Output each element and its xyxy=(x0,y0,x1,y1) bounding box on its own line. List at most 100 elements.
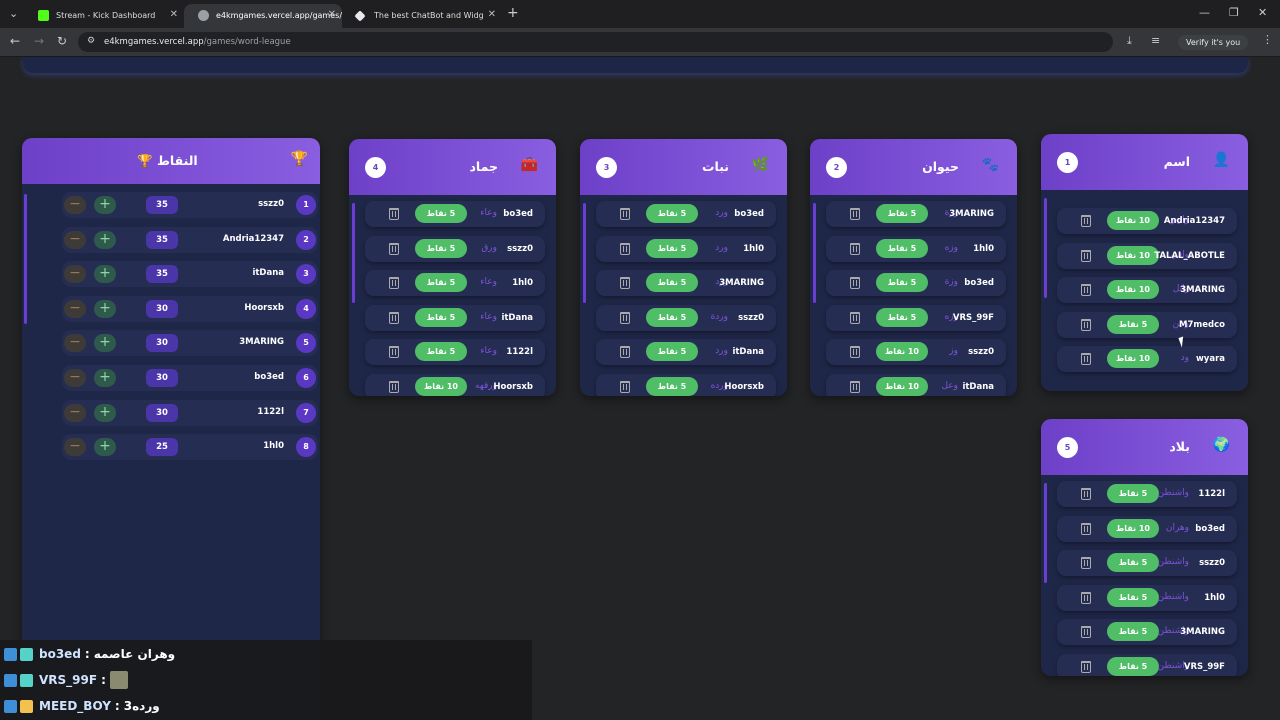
points-pill: 5 نقاط xyxy=(1107,553,1159,573)
trash-icon[interactable] xyxy=(389,242,399,255)
increase-button[interactable]: + xyxy=(94,265,116,284)
menu-icon[interactable]: ⋮ xyxy=(1262,33,1273,46)
close-window-icon[interactable]: ✕ xyxy=(1258,6,1268,19)
trash-icon[interactable] xyxy=(1081,488,1091,500)
rank-badge: 5 xyxy=(296,333,316,354)
trash-icon[interactable] xyxy=(850,208,860,220)
word-row: 5 نقاط وزه VRS_99F xyxy=(826,304,1006,331)
trash-icon[interactable] xyxy=(620,277,630,290)
points-pill: 5 نقاط xyxy=(415,238,467,258)
trash-icon[interactable] xyxy=(850,311,860,324)
scrollbar[interactable] xyxy=(352,203,355,303)
trash-icon[interactable] xyxy=(389,311,399,324)
trash-icon[interactable] xyxy=(389,208,399,220)
points-pill: 5 نقاط xyxy=(876,238,928,258)
scrollbar[interactable] xyxy=(24,194,27,324)
extensions-icon[interactable]: ≡ xyxy=(1151,34,1161,47)
tab-word-league[interactable]: e4kmgames.vercel.app/games/... ✕ xyxy=(184,4,342,28)
scoreboard-panel: النقاط 🏆 🏆 − +35 sszz0 1− +35 Andria12347 2− +3… xyxy=(22,138,320,720)
trash-icon[interactable] xyxy=(1081,353,1091,366)
trash-icon[interactable] xyxy=(850,277,860,290)
trash-icon[interactable] xyxy=(1081,249,1091,262)
points-pill: 5 نقاط xyxy=(876,273,928,293)
decrease-button[interactable]: − xyxy=(64,230,86,249)
word-row: 5 نقاط وعاء itDana xyxy=(365,304,545,331)
trash-icon[interactable] xyxy=(850,346,860,359)
tab-chatbot[interactable]: The best ChatBot and Widg ✕ xyxy=(342,4,502,28)
category-word-list[interactable]: 5 نقاط وزة 3MARING 5 نقاط وزه 1hl0 5 نقاط وزة bo… xyxy=(810,197,1017,396)
submitted-word: واشنطن xyxy=(1157,557,1189,568)
increase-button[interactable]: + xyxy=(94,438,116,457)
category-word-list[interactable]: 10 نقاط وارين Andria12347 10 نقاط وافي TALAL_… xyxy=(1041,192,1248,391)
decrease-button[interactable]: − xyxy=(64,334,86,353)
site-info-icon[interactable]: ⚙ xyxy=(87,36,96,46)
close-tab-icon[interactable]: ✕ xyxy=(487,9,496,20)
trash-icon[interactable] xyxy=(1081,215,1091,227)
player-name: Hoorsxb xyxy=(244,302,284,313)
tab-title: Stream - Kick Dashboard xyxy=(56,11,156,20)
trash-icon[interactable] xyxy=(389,277,399,290)
word-row: 5 نقاط واشنطن 1122l xyxy=(1057,481,1237,507)
category-word-list[interactable]: 5 نقاط ورد bo3ed 5 نقاط ورد 1hl0 5 نقاط ورد 3MAR… xyxy=(580,197,787,396)
trash-icon[interactable] xyxy=(620,346,630,359)
trash-icon[interactable] xyxy=(1081,318,1091,331)
new-tab-icon[interactable]: + xyxy=(507,5,519,21)
trash-icon[interactable] xyxy=(620,311,630,324)
increase-button[interactable]: + xyxy=(94,334,116,353)
category-word-list[interactable]: 5 نقاط وعاء bo3ed 5 نقاط ورق sszz0 5 نقاط وعاء 1… xyxy=(349,197,556,396)
trash-icon[interactable] xyxy=(1081,661,1091,673)
category-word-list[interactable]: 5 نقاط واشنطن 1122l 10 نقاط وهران bo3ed 5 نقاط… xyxy=(1041,477,1248,676)
tab-kick-dashboard[interactable]: Stream - Kick Dashboard ✕ xyxy=(24,4,184,28)
trash-icon[interactable] xyxy=(620,381,630,393)
word-row: 10 نقاط ورقهه Hoorsxb xyxy=(365,374,545,396)
decrease-button[interactable]: − xyxy=(64,299,86,318)
address-bar[interactable]: ⚙ e4kmgames.vercel.app/games/word-league xyxy=(78,32,1113,52)
decrease-button[interactable]: − xyxy=(64,196,86,214)
restore-icon[interactable]: ❐ xyxy=(1229,6,1239,19)
trash-icon[interactable] xyxy=(1081,522,1091,535)
increase-button[interactable]: + xyxy=(94,230,116,249)
forward-icon[interactable]: → xyxy=(34,34,45,48)
increase-button[interactable]: + xyxy=(94,299,116,318)
points-pill: 10 نقاط xyxy=(1107,518,1159,538)
decrease-button[interactable]: − xyxy=(64,438,86,457)
word-row: 5 نقاط وعاء 1hl0 xyxy=(365,270,545,297)
player-name: VRS_99F xyxy=(952,312,994,323)
download-icon[interactable]: ⤓ xyxy=(1127,34,1132,47)
points-pill: 10 نقاط xyxy=(1107,211,1159,230)
trash-icon[interactable] xyxy=(389,381,399,393)
trash-icon[interactable] xyxy=(1081,591,1091,604)
back-icon[interactable]: ← xyxy=(10,34,21,48)
trash-icon[interactable] xyxy=(620,242,630,255)
trash-icon[interactable] xyxy=(1081,557,1091,570)
category-panel-bilad: 5 بلاد 🌍 5 نقاط واشنطن 1122l 10 نقاط وهران bo3ed… xyxy=(1041,419,1248,676)
increase-button[interactable]: + xyxy=(94,196,116,214)
decrease-button[interactable]: − xyxy=(64,265,86,284)
scoreboard-list[interactable]: − +35 sszz0 1− +35 Andria12347 2− +35 itDana 3− +3… xyxy=(22,186,320,536)
trash-icon[interactable] xyxy=(389,346,399,359)
scrollbar[interactable] xyxy=(813,203,816,303)
trash-icon[interactable] xyxy=(1081,626,1091,639)
minimize-icon[interactable]: — xyxy=(1199,6,1210,19)
tab-search-icon[interactable]: ⌄ xyxy=(9,7,19,20)
trash-icon[interactable] xyxy=(620,208,630,220)
increase-button[interactable]: + xyxy=(94,369,116,387)
scrollbar[interactable] xyxy=(583,203,586,303)
increase-button[interactable]: + xyxy=(94,403,116,422)
reload-icon[interactable]: ↻ xyxy=(57,34,68,48)
trash-icon[interactable] xyxy=(1081,284,1091,297)
close-tab-icon[interactable]: ✕ xyxy=(327,9,336,20)
submitted-word: وزة xyxy=(944,208,958,218)
scrollbar[interactable] xyxy=(1044,198,1047,298)
close-tab-icon[interactable]: ✕ xyxy=(169,9,178,20)
scrollbar[interactable] xyxy=(1044,483,1047,583)
points-pill: 5 نقاط xyxy=(415,273,467,293)
decrease-button[interactable]: − xyxy=(64,403,86,422)
category-number: 4 xyxy=(365,157,386,178)
trash-icon[interactable] xyxy=(850,242,860,255)
trash-icon[interactable] xyxy=(850,381,860,393)
decrease-button[interactable]: − xyxy=(64,369,86,387)
category-title: جماد xyxy=(469,159,499,174)
points-pill: 10 نقاط xyxy=(876,342,928,362)
profile-button[interactable]: Verify it's you xyxy=(1178,35,1249,50)
